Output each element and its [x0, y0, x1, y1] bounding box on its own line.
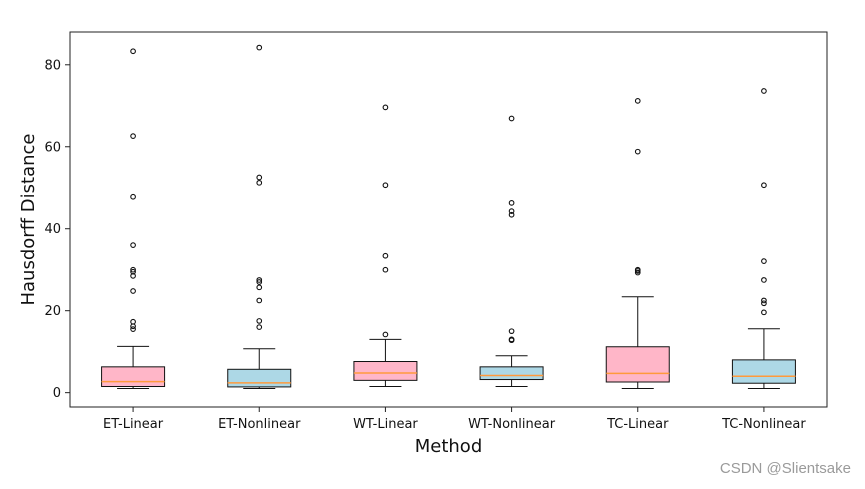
- outlier-point: [634, 266, 641, 273]
- watermark-text: CSDN @Slientsake: [719, 460, 851, 477]
- x-tick-label: TC-Linear: [606, 417, 669, 432]
- outlier-point: [382, 252, 389, 259]
- outlier-point: [508, 211, 515, 218]
- outlier-point: [508, 336, 515, 343]
- marks-layer: [101, 44, 796, 390]
- outlier-point: [256, 277, 263, 283]
- box-group-tc-nonlinear: [731, 88, 796, 390]
- outlier-point: [130, 288, 136, 294]
- outlier-point: [256, 179, 263, 186]
- iqr-box: [353, 361, 418, 381]
- iqr-box: [479, 366, 544, 381]
- iqr-box: [605, 346, 670, 383]
- iqr-box: [101, 366, 166, 388]
- outlier-point: [761, 300, 767, 307]
- x-axis-label: Method: [415, 436, 483, 457]
- y-tick-label: 20: [44, 304, 61, 319]
- outlier-point: [761, 309, 767, 316]
- outlier-point: [130, 326, 136, 332]
- outlier-point: [130, 268, 136, 275]
- outlier-point: [130, 323, 136, 330]
- outlier-point: [256, 44, 263, 51]
- outlier-point: [761, 277, 767, 283]
- outlier-point: [256, 174, 263, 181]
- outlier-point: [256, 284, 263, 291]
- outlier-point: [256, 297, 263, 304]
- outlier-point: [130, 318, 136, 325]
- box-group-tc-linear: [605, 98, 670, 390]
- x-tick-label: ET-Nonlinear: [218, 417, 301, 432]
- x-tick-label: TC-Nonlinear: [721, 417, 806, 432]
- y-axis-label: Hausdorff Distance: [18, 133, 39, 305]
- iqr-box: [227, 368, 292, 388]
- y-tick-label: 0: [53, 386, 61, 401]
- outlier-point: [130, 133, 136, 139]
- outlier-point: [382, 104, 389, 111]
- outlier-point: [761, 182, 767, 189]
- box-group-et-nonlinear: [227, 44, 292, 390]
- outlier-point: [508, 115, 515, 122]
- outlier-point: [130, 48, 136, 55]
- y-tick-label: 80: [44, 58, 61, 73]
- plot-frame: [69, 31, 828, 408]
- outlier-point: [256, 279, 263, 285]
- outlier-point: [382, 266, 389, 273]
- outlier-point: [634, 148, 641, 155]
- outlier-point: [508, 328, 515, 335]
- y-tick-label: 60: [44, 140, 61, 155]
- outlier-point: [256, 318, 263, 324]
- outlier-point: [634, 98, 641, 104]
- outlier-point: [761, 297, 767, 304]
- box-group-wt-linear: [353, 104, 418, 388]
- x-tick-label: ET-Linear: [103, 417, 164, 432]
- outlier-point: [130, 193, 136, 200]
- x-tick-label: WT-Linear: [353, 417, 418, 432]
- outlier-point: [508, 208, 515, 214]
- outlier-point: [382, 331, 389, 338]
- box-group-et-linear: [101, 48, 166, 390]
- outlier-point: [761, 88, 767, 94]
- outlier-point: [382, 182, 389, 189]
- y-tick-label: 40: [44, 222, 61, 237]
- ticks-layer: ET-Linear ET-Nonlinear WT-Linear WT-Nonline…: [44, 58, 806, 432]
- outlier-point: [508, 200, 515, 206]
- outlier-point: [761, 258, 767, 264]
- x-tick-label: WT-Nonlinear: [468, 417, 556, 432]
- iqr-box: [731, 359, 796, 384]
- outlier-point: [130, 242, 136, 248]
- outlier-point: [256, 324, 263, 330]
- outlier-point: [130, 266, 136, 273]
- box-group-wt-nonlinear: [479, 115, 544, 388]
